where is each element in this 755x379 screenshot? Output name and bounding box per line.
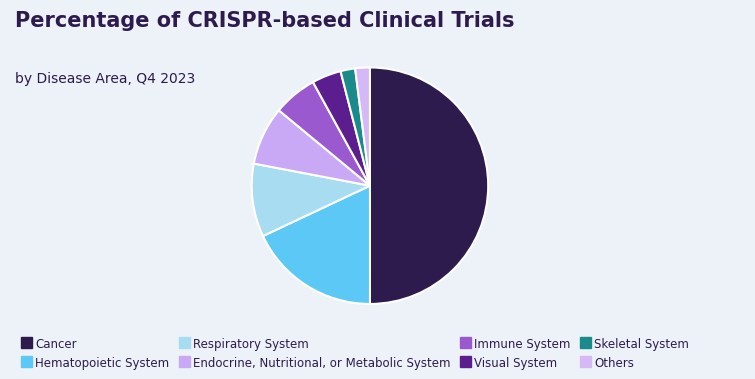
Text: Percentage of CRISPR-based Clinical Trials: Percentage of CRISPR-based Clinical Tria… xyxy=(15,11,515,31)
Wedge shape xyxy=(251,164,370,236)
Wedge shape xyxy=(341,68,370,186)
Wedge shape xyxy=(355,67,370,186)
Wedge shape xyxy=(279,82,370,186)
Wedge shape xyxy=(313,71,370,186)
Legend: Cancer, Hematopoietic System, Respiratory System, Endocrine, Nutritional, or Met: Cancer, Hematopoietic System, Respirator… xyxy=(17,334,692,373)
Wedge shape xyxy=(370,67,488,304)
Wedge shape xyxy=(263,186,370,304)
Text: by Disease Area, Q4 2023: by Disease Area, Q4 2023 xyxy=(15,72,196,86)
Wedge shape xyxy=(254,110,370,186)
